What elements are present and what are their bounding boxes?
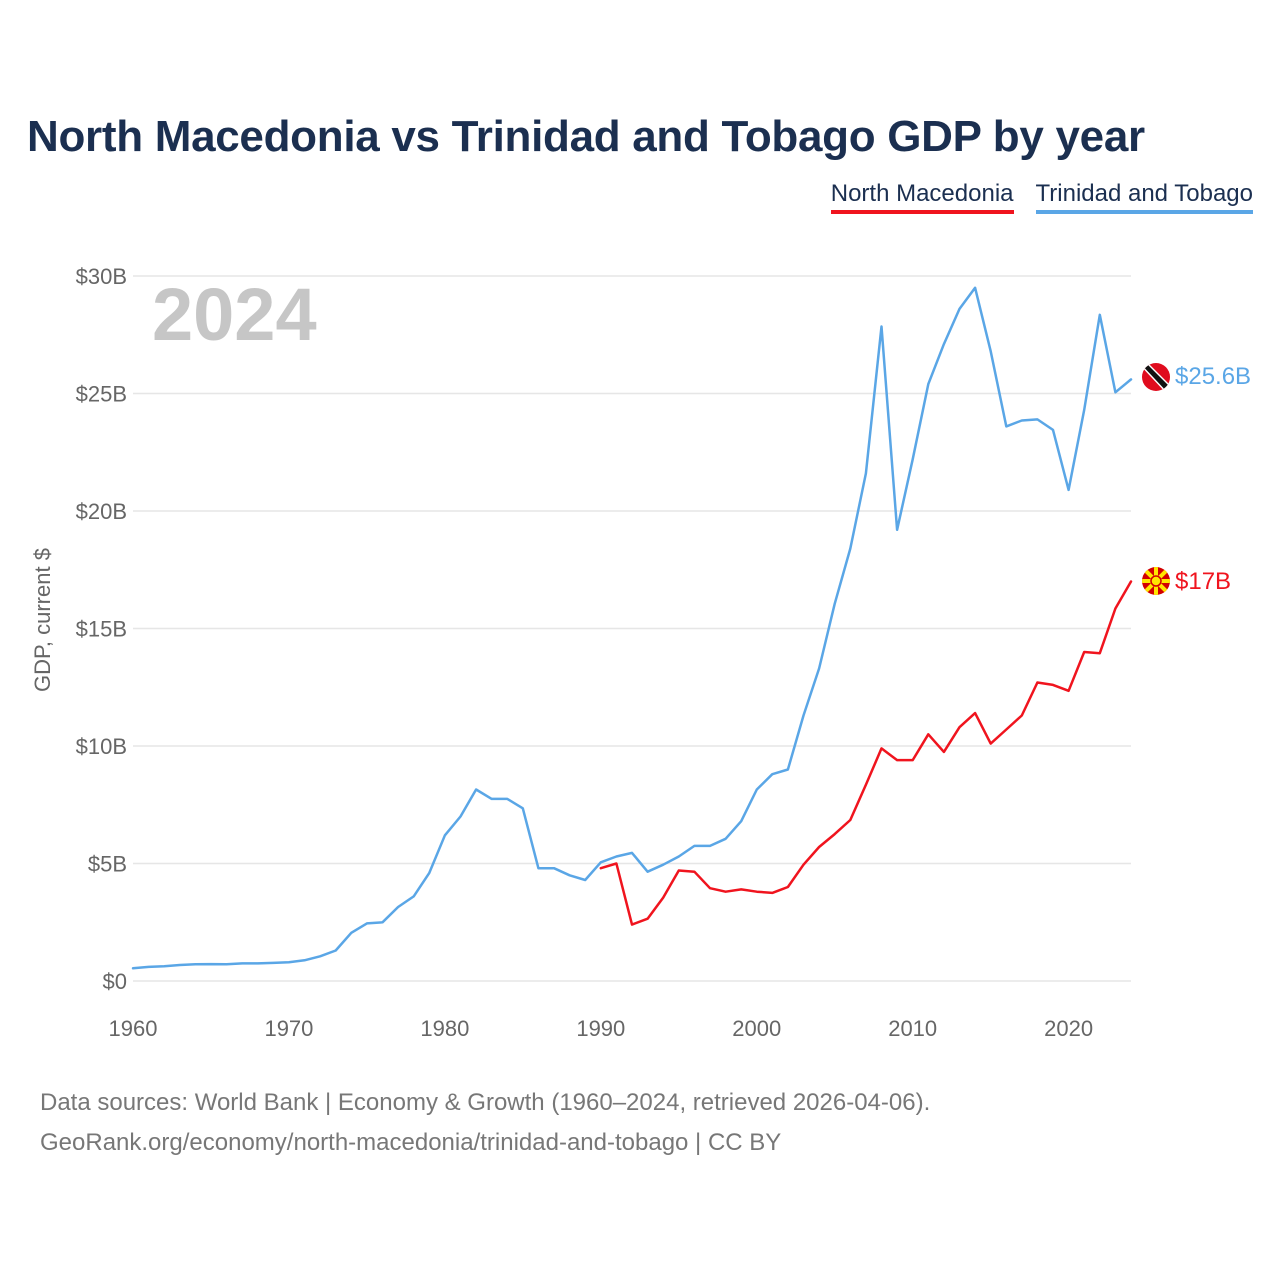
legend-item-north-macedonia[interactable]: North Macedonia: [830, 180, 1014, 214]
y-tick-label: $15B: [76, 617, 127, 642]
legend-item-trinidad-and-tobago[interactable]: Trinidad and Tobago: [1035, 180, 1253, 214]
x-tick-label: 2020: [1044, 1016, 1093, 1041]
trinidad-and-tobago-flag-icon: [1142, 363, 1170, 391]
x-tick-label: 1960: [109, 1016, 158, 1041]
y-axis-label: GDP, current $: [30, 548, 55, 692]
x-tick-label: 1980: [420, 1016, 469, 1041]
y-tick-label: $30B: [76, 264, 127, 289]
end-value-label-trinidad-and-tobago: $25.6B: [1175, 363, 1251, 390]
y-tick-label: $5B: [88, 852, 127, 877]
y-tick-label: $20B: [76, 499, 127, 524]
series-line-north-macedonia: [599, 580, 1133, 926]
legend: North Macedonia Trinidad and Tobago: [830, 180, 1253, 214]
y-tick-label: $25B: [76, 382, 127, 407]
north-macedonia-flag-icon: [1142, 567, 1170, 595]
footer: Data sources: World Bank | Economy & Gro…: [40, 1083, 930, 1163]
x-tick-label: 1990: [576, 1016, 625, 1041]
end-value-label-north-macedonia: $17B: [1175, 568, 1231, 595]
y-tick-label: $10B: [76, 734, 127, 759]
y-tick-label: $0: [103, 969, 127, 994]
chart-title: North Macedonia vs Trinidad and Tobago G…: [27, 112, 1145, 161]
x-tick-label: 2000: [732, 1016, 781, 1041]
year-watermark: 2024: [152, 273, 317, 356]
x-tick-label: 2010: [888, 1016, 937, 1041]
series-line-trinidad-and-tobago: [131, 286, 1133, 970]
footer-link[interactable]: GeoRank.org/economy/north-macedonia/trin…: [40, 1129, 782, 1156]
x-tick-label: 1970: [264, 1016, 313, 1041]
footer-sources: Data sources: World Bank | Economy & Gro…: [40, 1089, 931, 1116]
